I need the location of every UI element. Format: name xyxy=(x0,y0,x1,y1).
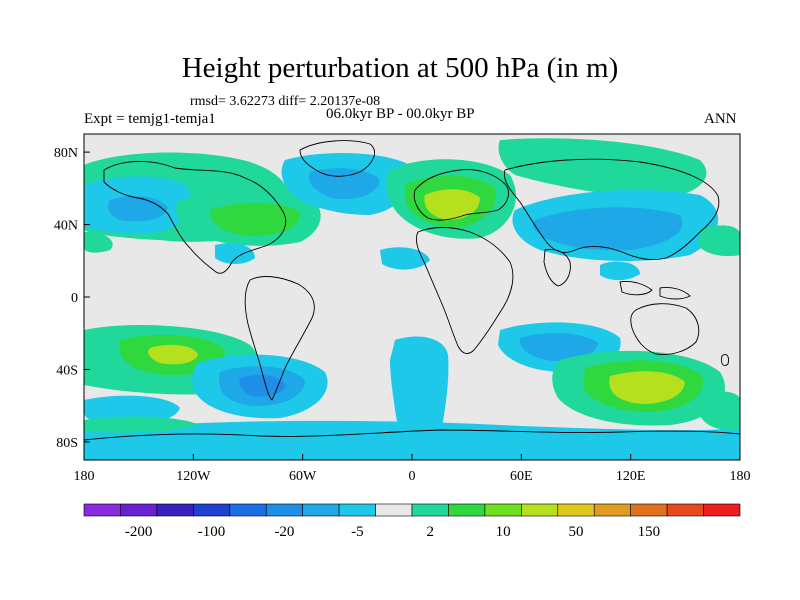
y-tick-label: 80N xyxy=(54,146,78,161)
contour-region xyxy=(84,231,113,253)
y-tick-label: 80S xyxy=(56,436,78,451)
colorbar-swatch xyxy=(229,503,267,517)
coastline-greenland xyxy=(299,140,375,177)
x-tick-label: 60W xyxy=(289,469,317,484)
contour-region xyxy=(84,420,740,460)
coastline-north-america xyxy=(103,160,287,274)
colorbar-label: -5 xyxy=(351,524,364,540)
colorbar-swatch xyxy=(83,503,121,517)
contour-region xyxy=(498,138,707,199)
colorbar-swatch xyxy=(375,503,413,517)
contour-region xyxy=(390,336,449,440)
colorbar-swatch xyxy=(156,503,194,517)
x-tick-label: 120W xyxy=(176,469,211,484)
colorbar-label: -20 xyxy=(274,524,294,540)
contour-region xyxy=(308,168,380,200)
y-tick-label: 40S xyxy=(56,363,78,378)
map-panel xyxy=(84,134,740,460)
coastline-australia xyxy=(630,303,700,355)
coastline-south-america xyxy=(244,276,315,401)
season-label: ANN xyxy=(704,111,737,127)
colorbar-swatch xyxy=(120,503,158,517)
contour-region xyxy=(609,371,685,404)
coastline-asia xyxy=(503,158,720,261)
contour-region xyxy=(424,189,480,220)
colorbar: -200 -100 -20 -5 2 10 50 150 xyxy=(83,503,741,540)
coastline-india xyxy=(543,249,571,287)
experiment-label: Expt = temjg1-temja1 xyxy=(84,111,216,127)
contour-region xyxy=(215,243,255,264)
colorbar-swatch xyxy=(666,503,704,517)
colorbar-swatch xyxy=(302,503,340,517)
x-tick-label: 0 xyxy=(409,469,416,484)
contour-region xyxy=(210,202,301,236)
contour-region xyxy=(532,207,683,251)
x-tick-label: 180 xyxy=(730,469,751,484)
y-tick-label: 40N xyxy=(54,219,78,234)
coastline-new-zealand xyxy=(721,353,729,367)
contour-region xyxy=(148,344,198,365)
colorbar-swatch xyxy=(557,503,595,517)
colorbar-swatch xyxy=(521,503,559,517)
coastline-africa xyxy=(415,227,514,354)
contour-region xyxy=(700,391,740,431)
colorbar-label: 50 xyxy=(569,524,584,540)
x-tick-label: 120E xyxy=(616,469,646,484)
page-title: Height perturbation at 500 hPa (in m) xyxy=(181,52,619,84)
stats-label: rmsd= 3.62273 diff= 2.20137e-08 xyxy=(190,94,381,109)
contour-region xyxy=(239,374,286,397)
period-label: 06.0kyr BP - 00.0kyr BP xyxy=(326,106,475,122)
colorbar-swatch xyxy=(411,503,449,517)
coastline-europe xyxy=(413,169,509,221)
colorbar-swatch xyxy=(484,503,522,517)
coastline-antarctica xyxy=(84,429,740,441)
colorbar-swatch xyxy=(265,503,303,517)
colorbar-swatch xyxy=(630,503,668,517)
y-axis: 80N 40N 0 40S 80S xyxy=(54,146,90,451)
contour-region xyxy=(519,333,598,362)
colorbar-swatch xyxy=(338,503,376,517)
colorbar-label: 150 xyxy=(638,524,661,540)
colorbar-label: 2 xyxy=(426,524,434,540)
colorbar-label: -200 xyxy=(125,524,153,540)
coastline-indonesia xyxy=(619,281,691,300)
coastlines xyxy=(84,140,740,441)
x-tick-label: 60E xyxy=(510,469,533,484)
colorbar-label: -100 xyxy=(198,524,226,540)
x-axis: 180 120W 60W 0 60E 120E 180 xyxy=(74,454,751,484)
x-tick-label: 180 xyxy=(74,469,95,484)
contour-region xyxy=(600,261,640,281)
colorbar-swatch xyxy=(703,503,741,517)
colorbar-swatch xyxy=(193,503,231,517)
colorbar-label: 10 xyxy=(496,524,511,540)
contour-region xyxy=(380,247,430,270)
colorbar-swatch xyxy=(593,503,631,517)
colorbar-swatch xyxy=(448,503,486,517)
y-tick-label: 0 xyxy=(71,291,78,306)
contour-region xyxy=(698,225,740,257)
contour-region xyxy=(84,416,200,433)
